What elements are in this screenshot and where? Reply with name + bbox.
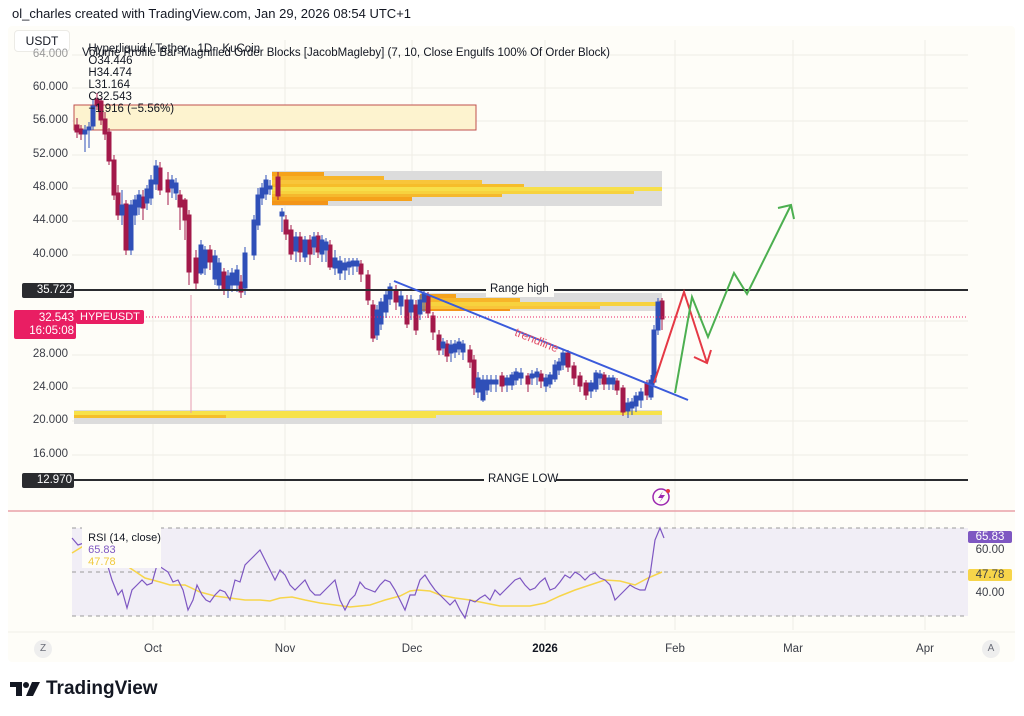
price-tick: 60.000 bbox=[32, 81, 68, 93]
time-tick-mar: Mar bbox=[783, 643, 803, 655]
rsi-tick: 40.00 bbox=[975, 587, 1005, 599]
price-tick: 52.000 bbox=[32, 148, 68, 160]
price-tick: 48.000 bbox=[32, 181, 68, 193]
ohlc-high: H34.474 bbox=[88, 67, 132, 79]
bear-path bbox=[653, 288, 708, 384]
ohlc-close: C32.543 bbox=[88, 91, 132, 103]
rsi-value-label: 65.83 bbox=[968, 531, 1012, 543]
symbol-legend: Hyperliquid / Tether · 1D · KuCoin O34.4… bbox=[82, 31, 260, 115]
order-block-48 bbox=[272, 171, 662, 206]
time-tick-oct: Oct bbox=[144, 643, 162, 655]
range-low-label[interactable]: RANGE LOW bbox=[488, 473, 559, 485]
chart-credit: ol_charles created with TradingView.com,… bbox=[12, 6, 412, 21]
currency-button[interactable]: USDT bbox=[14, 30, 70, 52]
price-tick: 24.000 bbox=[32, 381, 68, 393]
rsi-title: RSI (14, close) bbox=[88, 532, 161, 544]
price-tick: 44.000 bbox=[32, 214, 68, 226]
bar-countdown: 16:05:08 bbox=[29, 325, 74, 337]
price-tick: 28.000 bbox=[32, 348, 68, 360]
time-tick-dec: Dec bbox=[401, 643, 423, 655]
indicator-legend[interactable]: Volume Profile Bar-Magnified Order Block… bbox=[82, 47, 610, 59]
rsi-line bbox=[71, 526, 665, 620]
time-tick-feb: Feb bbox=[665, 643, 685, 655]
range-low-price-label: 12.970 bbox=[22, 473, 74, 488]
rsi-ma-label: 47.78 bbox=[968, 569, 1012, 581]
zoom-reset-button[interactable]: Z bbox=[34, 640, 52, 658]
brand-name: TradingView bbox=[46, 678, 158, 699]
price-tick: 20.000 bbox=[32, 414, 68, 426]
time-tick-nov: Nov bbox=[274, 643, 296, 655]
trendline bbox=[393, 280, 689, 401]
price-tick: 64.000 bbox=[32, 48, 68, 60]
ohlc-change: −1.916 (−5.56%) bbox=[88, 103, 175, 115]
order-block-20 bbox=[74, 410, 662, 424]
last-price-value: 32.543 bbox=[38, 312, 74, 324]
auto-scale-button[interactable]: A bbox=[982, 640, 1000, 658]
last-price-label: 32.543 16:05:08 bbox=[14, 310, 76, 339]
tradingview-logo-icon bbox=[10, 682, 40, 696]
ohlc-low: L31.164 bbox=[88, 79, 130, 91]
ohlc-open: O34.446 bbox=[88, 55, 133, 67]
rsi-ma-value: 47.78 bbox=[88, 556, 116, 568]
bear-arrowhead bbox=[693, 349, 712, 365]
price-tick: 16.000 bbox=[32, 448, 68, 460]
candles bbox=[74, 93, 665, 418]
time-tick-2026: 2026 bbox=[532, 643, 558, 655]
symbol-name: Hyperliquid / Tether · 1D · KuCoin bbox=[88, 43, 261, 55]
range-high-label[interactable]: Range high bbox=[490, 283, 549, 295]
rsi-legend[interactable]: RSI (14, close) 65.83 47.78 bbox=[82, 520, 161, 568]
supply-zone bbox=[73, 104, 477, 131]
rsi-tick: 60.00 bbox=[975, 544, 1005, 556]
bull-path bbox=[674, 204, 792, 394]
price-tick: 40.000 bbox=[32, 248, 68, 260]
range-high-price-label: 35.722 bbox=[22, 283, 74, 298]
rsi-value: 65.83 bbox=[88, 544, 116, 556]
symbol-tag: HYPEUSDT bbox=[76, 310, 144, 324]
time-tick-apr: Apr bbox=[916, 643, 934, 655]
bull-arrowhead bbox=[777, 203, 795, 220]
price-tick: 56.000 bbox=[32, 114, 68, 126]
tradingview-brand[interactable]: TradingView bbox=[10, 678, 158, 700]
rsi-ma-line bbox=[71, 539, 663, 608]
lightning-event-icon bbox=[652, 488, 670, 506]
